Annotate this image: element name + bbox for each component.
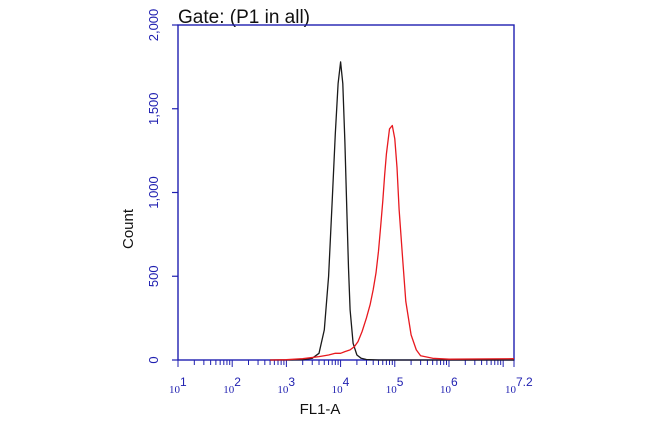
x-tick-exponent: 6 <box>451 375 458 389</box>
series-layer <box>270 61 515 361</box>
y-tick-label: 2,000 <box>146 9 161 42</box>
y-tick-label: 500 <box>146 265 161 287</box>
x-tick-label: 106 <box>440 375 458 396</box>
x-tick-base: 10 <box>386 384 398 396</box>
series-line-1 <box>270 61 514 361</box>
x-tick-exponent: 1 <box>180 375 187 389</box>
x-tick-label: 102 <box>223 375 241 396</box>
chart-title: Gate: (P1 in all) <box>178 7 310 28</box>
x-tick-exponent: 5 <box>397 375 404 389</box>
y-axis-label: Count <box>120 208 137 249</box>
x-tick-base: 10 <box>169 384 181 396</box>
x-tick-base: 10 <box>277 384 289 396</box>
y-tick-label: 1,500 <box>146 92 161 125</box>
x-tick-exponent: 3 <box>288 375 295 389</box>
x-tick-base: 10 <box>440 384 452 396</box>
x-tick-exponent: 7.2 <box>516 375 533 389</box>
x-axis-label: FL1-A <box>300 401 341 418</box>
y-tick-label: 1,000 <box>146 176 161 209</box>
x-tick-exponent: 4 <box>343 375 350 389</box>
y-axis: 0 500 1,000 1,500 2,000 <box>146 9 178 364</box>
y-tick-label: 0 <box>146 356 161 363</box>
x-tick-base: 10 <box>332 384 344 396</box>
x-tick-label: 107.2 <box>505 375 533 396</box>
x-tick-label: 101 <box>169 375 187 396</box>
series-line-2 <box>270 124 515 361</box>
x-tick-label: 104 <box>332 375 350 396</box>
x-tick-base: 10 <box>223 384 235 396</box>
x-tick-base: 10 <box>505 384 517 396</box>
x-tick-label: 103 <box>277 375 295 396</box>
x-tick-label: 105 <box>386 375 404 396</box>
x-tick-exponent: 2 <box>234 375 241 389</box>
